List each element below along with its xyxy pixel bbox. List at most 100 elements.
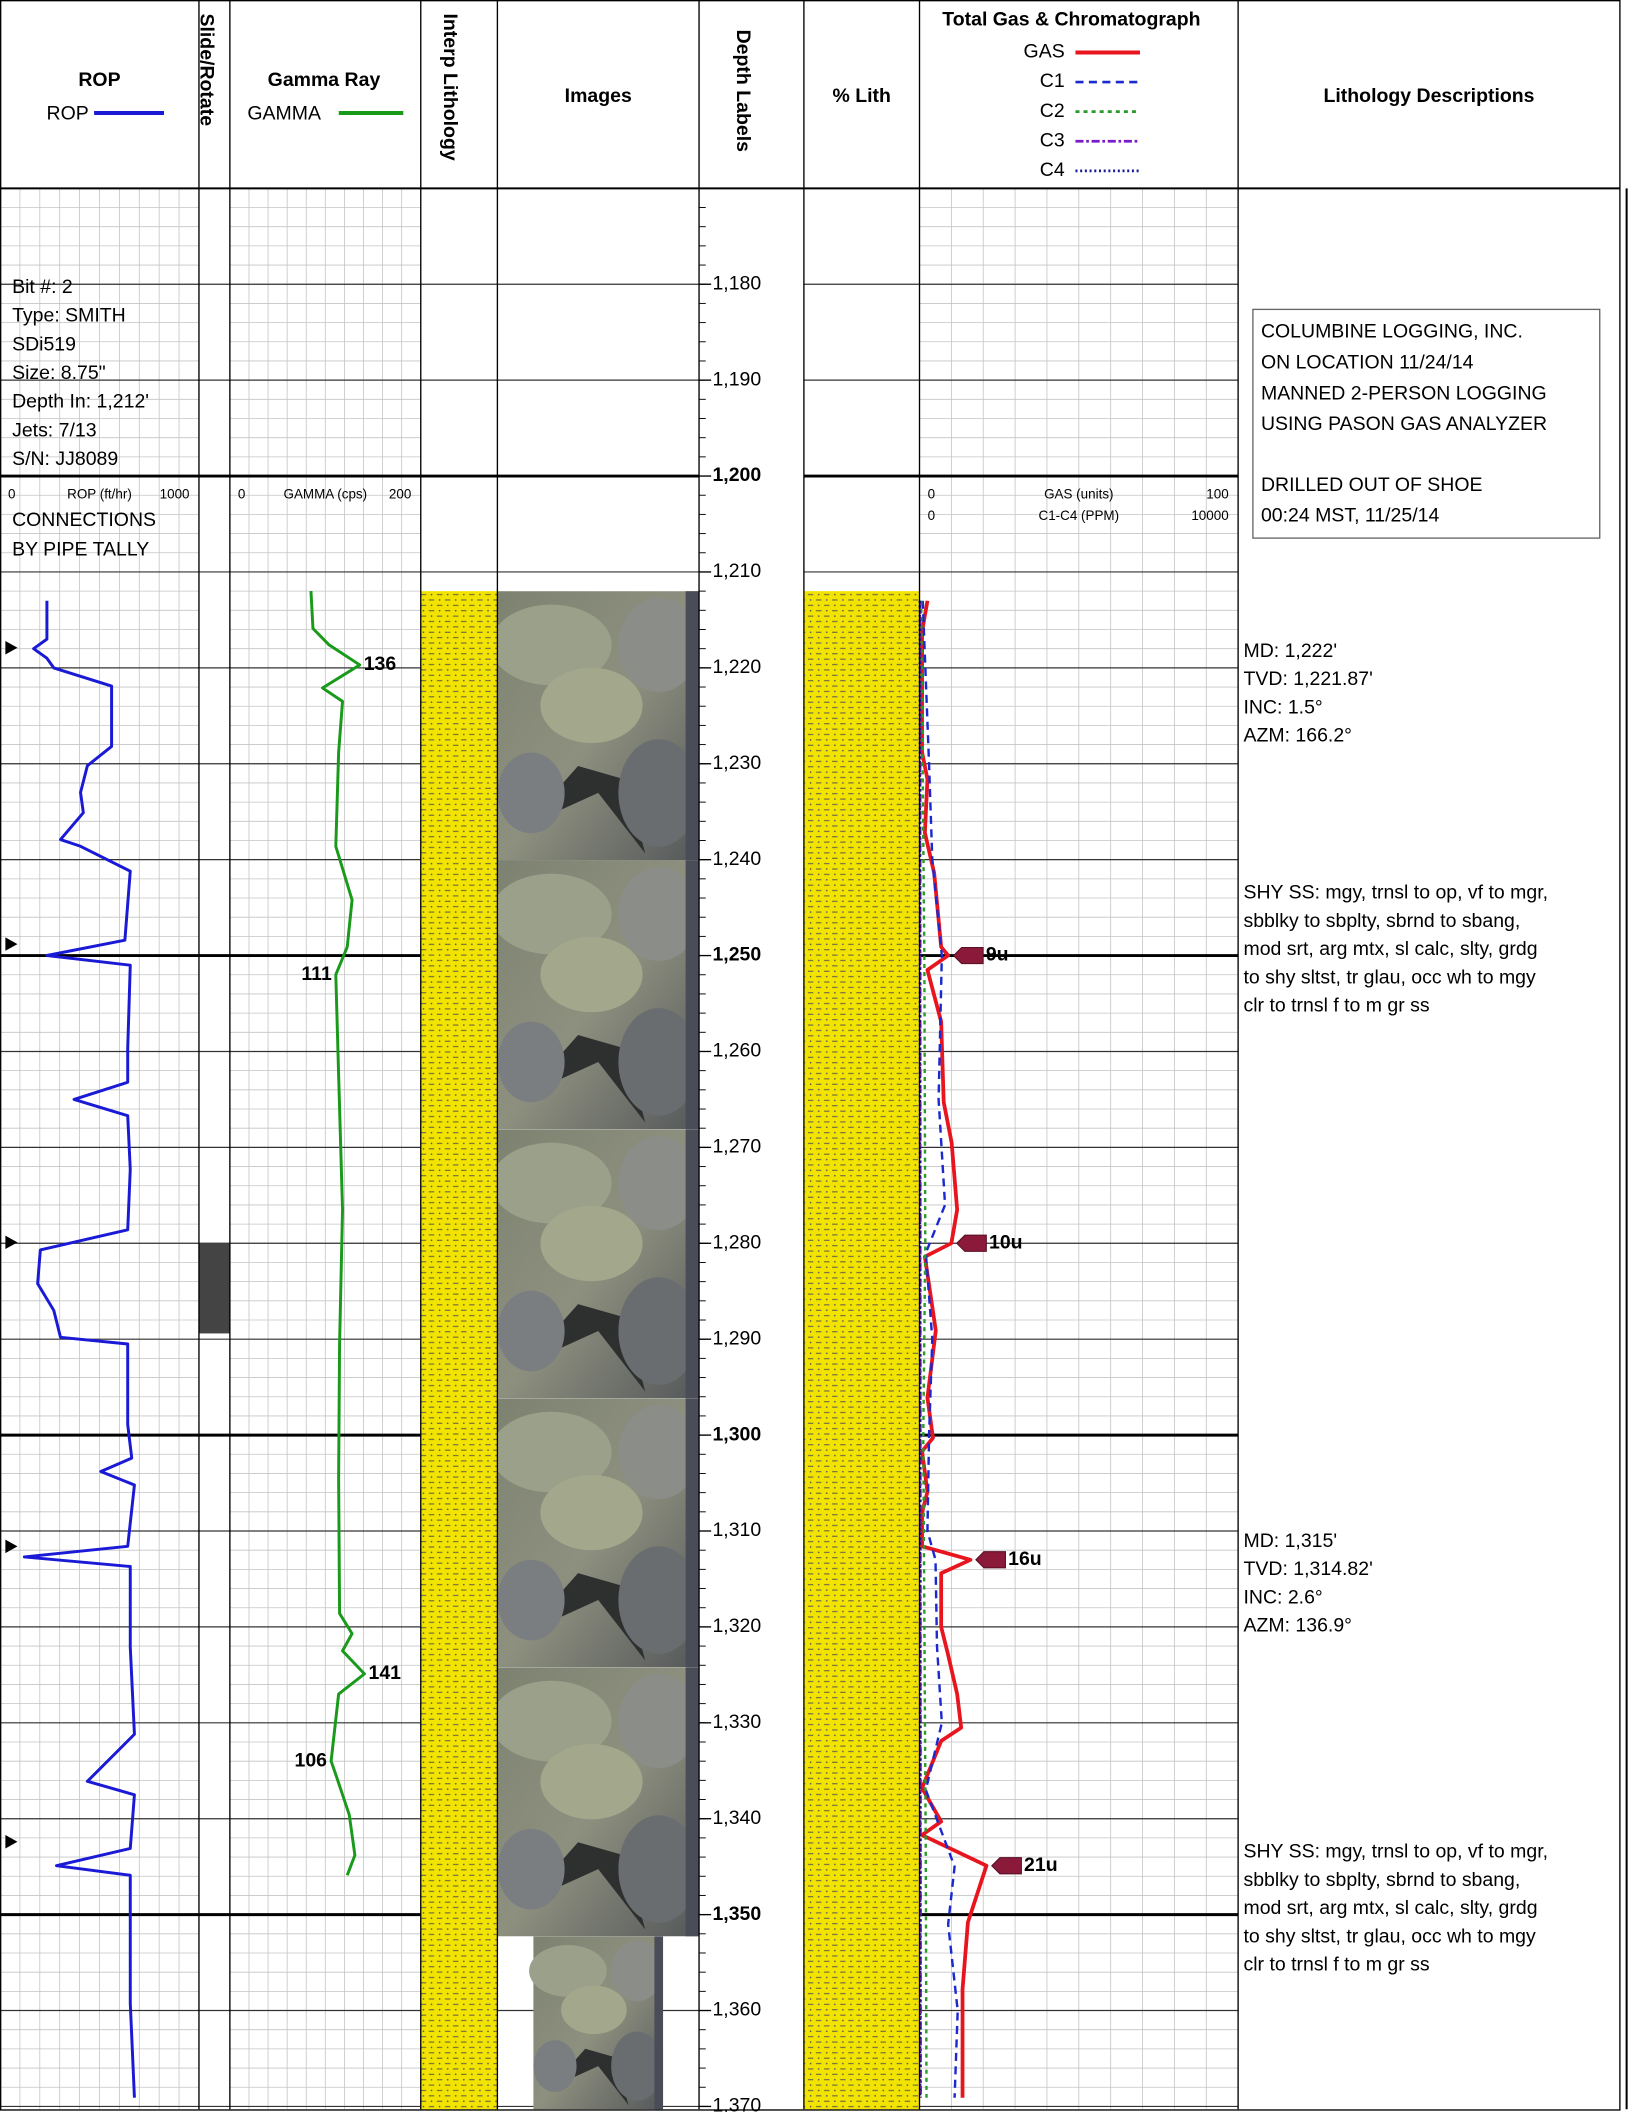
gas-peak-label: 10u [989,1231,1023,1253]
scale-min: 0 [8,487,15,502]
connection-marker [5,1835,18,1849]
depth-label: 1,270 [712,1136,761,1158]
legend-label: GAMMA [247,102,321,124]
description-line: TVD: 1,314.82' [1243,1558,1372,1580]
gamma-value-label: 141 [368,1662,401,1684]
legend-label: C3 [1040,129,1065,151]
depth-label: 1,280 [712,1231,761,1253]
column-title: Slide/Rotate [196,13,218,126]
gas-peak-label: 16u [1008,1548,1042,1570]
gamma-value-label: 111 [301,963,332,985]
note-line: ON LOCATION 11/24/14 [1261,351,1474,373]
note-line: COLUMBINE LOGGING, INC. [1261,320,1523,342]
gas-curve [920,600,989,2098]
bit-info: Size: 8.75" [12,362,106,384]
legend-label: ROP [47,102,89,124]
rock-image [497,860,700,1130]
scale-title: GAS (units) [1044,487,1113,502]
depth-label: 1,360 [712,1999,761,2021]
description-line: MD: 1,315' [1243,1530,1337,1552]
gamma-value-label: 136 [364,653,397,675]
rop-curve [22,600,136,2098]
description-line: sbblky to sbplty, sbrnd to sbang, [1243,910,1520,932]
description-line: AZM: 166.2° [1243,725,1351,747]
depth-label: 1,230 [712,752,761,774]
description-line: clr to trnsl f to m gr ss [1243,995,1429,1017]
scale-min: 0 [238,487,245,502]
gas-peak-tag [975,1551,1006,1569]
column-title: Depth Labels [732,30,754,153]
depth-label: 1,290 [712,1327,761,1349]
description-line: INC: 2.6° [1243,1586,1322,1608]
bit-info: S/N: JJ8089 [12,448,118,470]
scale-max: 100 [1206,487,1228,502]
gas-peak-tag [991,1857,1022,1875]
description-line: to shy sltst, tr glau, occ wh to mgy [1243,966,1536,988]
column-title: Lithology Descriptions [1323,85,1534,107]
depth-label: 1,260 [712,1040,761,1062]
scale-max: 1000 [160,487,190,502]
depth-label: 1,370 [712,2095,761,2112]
gas-peak-tag [955,1234,987,1252]
rock-image [497,1398,700,1668]
depth-label: 1,240 [712,848,761,870]
gamma-value-label: 106 [295,1749,328,1771]
connection-marker [5,937,18,951]
legend-label: C4 [1040,159,1065,181]
gas-peak-tag [952,946,984,965]
depth-label: 1,180 [712,272,761,294]
connection-note: CONNECTIONS [12,509,156,531]
bit-info: Jets: 7/13 [12,419,96,441]
gas-peak-label: 21u [1024,1854,1058,1876]
depth-label: 1,210 [712,560,761,582]
connection-marker [5,1235,18,1250]
note-line: 00:24 MST, 11/25/14 [1261,505,1439,527]
rock-image [529,1936,664,2110]
note-line: DRILLED OUT OF SHOE [1261,474,1483,496]
description-line: to shy sltst, tr glau, occ wh to mgy [1243,1925,1536,1947]
scale-min: 0 [928,508,935,523]
gamma-curve [309,591,366,1876]
connection-marker [5,1539,18,1554]
description-line: MD: 1,222' [1243,640,1337,662]
note-box [1252,308,1601,539]
bit-info: SDi519 [12,333,76,355]
connection-note: BY PIPE TALLY [12,538,149,560]
legend-label: C2 [1040,100,1065,122]
scale-title: GAMMA (cps) [284,487,368,502]
scale-max: 200 [389,487,411,502]
rock-image [497,1667,700,1937]
scale-title: C1-C4 (PPM) [1039,508,1120,523]
depth-label: 1,310 [712,1519,761,1541]
note-line: MANNED 2-PERSON LOGGING [1261,382,1547,404]
depth-label: 1,200 [712,464,761,486]
description-line: mod srt, arg mtx, sl calc, slty, grdg [1243,1897,1537,1919]
scale-max: 10000 [1191,508,1228,523]
gas-peak-label: 9u [986,944,1009,966]
depth-label: 1,340 [712,1807,761,1829]
gas-curve [921,600,959,2098]
description-line: INC: 1.5° [1243,696,1322,718]
depth-label: 1,350 [712,1903,761,1925]
lithology-percent [803,591,920,2110]
description-line: mod srt, arg mtx, sl calc, slty, grdg [1243,938,1537,960]
rock-image [497,1129,700,1399]
depth-label: 1,300 [712,1423,761,1445]
connection-marker [5,640,18,655]
description-line: SHY SS: mgy, trnsl to op, vf to mgr, [1243,882,1548,904]
depth-label: 1,190 [712,368,761,390]
description-line: sbblky to sbplty, sbrnd to sbang, [1243,1869,1520,1891]
description-line: TVD: 1,221.87' [1243,668,1372,690]
bit-info: Depth In: 1,212' [12,391,149,413]
slide-interval [198,1243,230,1334]
scale-title: ROP (ft/hr) [67,487,132,502]
description-line: AZM: 136.9° [1243,1615,1351,1637]
column-title: ROP [78,69,120,91]
texts: ROP Slide/Rotate Gamma Ray Interp Lithol… [8,8,1601,2112]
column-title: Gamma Ray [268,69,381,91]
interp-lithology [420,591,498,2110]
gas-curve [919,600,928,2098]
